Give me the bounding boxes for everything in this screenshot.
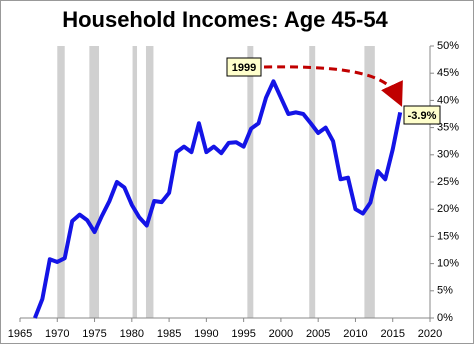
x-tick-label: 1980 xyxy=(120,328,144,340)
y-tick-label: 30% xyxy=(437,149,459,161)
annotation: 1999 xyxy=(232,62,256,74)
shaded-range xyxy=(89,46,100,318)
annotation-arrow xyxy=(263,65,403,107)
shaded-range xyxy=(145,46,154,318)
y-tick-label: 45% xyxy=(437,67,459,79)
y-tick-label: 20% xyxy=(437,203,459,215)
x-tick-label: 1965 xyxy=(8,328,32,340)
plot-area: 1965 1970 1975 1980 1985 1990 1995 2000 2005 2010… xyxy=(8,40,459,340)
y-tick-label: 25% xyxy=(437,176,459,188)
y-tick-label: 50% xyxy=(437,40,459,52)
x-tick-label: 2000 xyxy=(269,328,293,340)
shaded-range xyxy=(132,46,138,318)
y-tick-label: 5% xyxy=(437,285,453,297)
x-tick-label: 2020 xyxy=(418,328,442,340)
y-tick-label: 35% xyxy=(437,122,459,134)
annotation-box xyxy=(403,105,441,125)
annotation-box xyxy=(226,57,262,77)
shaded-range xyxy=(247,46,254,318)
x-tick-label: 1975 xyxy=(82,328,106,340)
chart-title: Household Incomes: Age 45-54 xyxy=(62,7,388,32)
shaded-range xyxy=(57,46,65,318)
annotation: -3.9% xyxy=(408,110,437,122)
shaded-range xyxy=(364,46,375,318)
x-tick-label: 1970 xyxy=(45,328,69,340)
y-tick-label: 10% xyxy=(437,258,459,270)
x-tick-label: 2015 xyxy=(380,328,404,340)
x-tick-label: 1985 xyxy=(157,328,181,340)
data-line xyxy=(33,79,403,319)
y-tick-label: 40% xyxy=(437,94,459,106)
x-tick-label: 2005 xyxy=(306,328,330,340)
y-tick-label: 15% xyxy=(437,230,459,242)
y-tick-label: 0% xyxy=(437,312,453,324)
x-tick-label: 2010 xyxy=(343,328,367,340)
x-tick-label: 1990 xyxy=(194,328,218,340)
x-tick-label: 1995 xyxy=(231,328,255,340)
shaded-range xyxy=(309,46,316,318)
